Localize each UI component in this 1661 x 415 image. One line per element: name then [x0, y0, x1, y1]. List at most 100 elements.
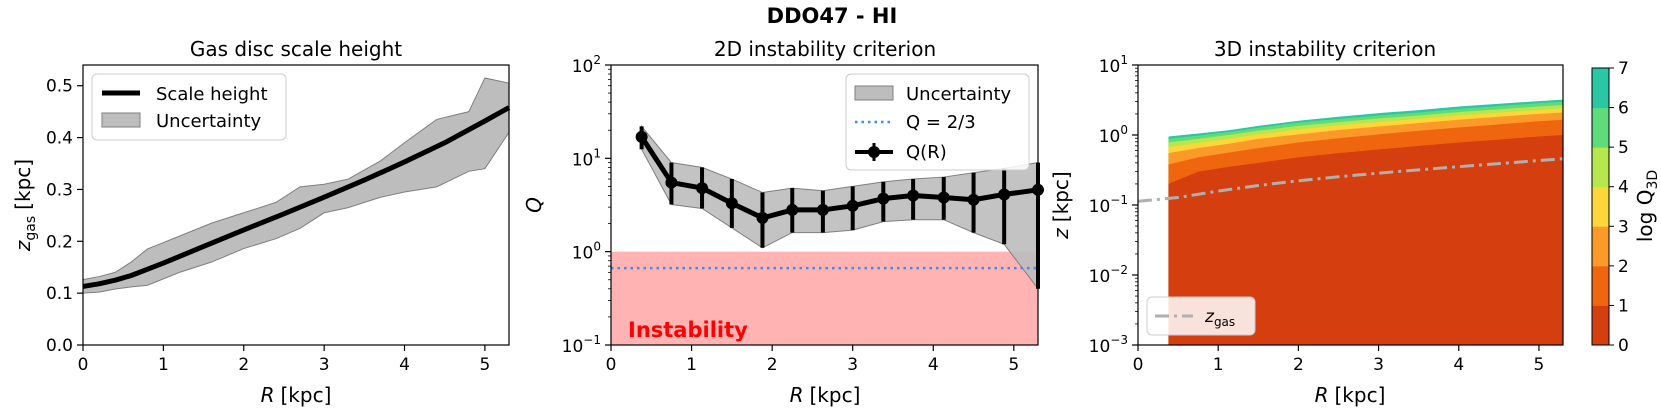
- panel2-legend: Uncertainty Q = 2/3 Q(R): [845, 73, 1030, 171]
- panel2-xtick-label: 0: [606, 355, 617, 375]
- panel3-ytick-base: 10: [1089, 197, 1111, 217]
- panel2-q-point: [907, 189, 920, 202]
- panel1-xlabel: R [kpc]: [261, 383, 332, 407]
- panel2-legend-threshold: Q = 2/3: [906, 112, 976, 133]
- panel2-xtick-label: 5: [1008, 355, 1019, 375]
- panel3-ytick-label: 10−1: [1089, 193, 1128, 217]
- panel3-title: 3D instability criterion: [1214, 37, 1436, 61]
- panel2-q-point: [756, 211, 769, 224]
- panel3-ytick-label: 10−3: [1089, 333, 1128, 357]
- panel1-xtick-label: 2: [238, 355, 249, 375]
- colorbar-tick-label: 5: [1618, 138, 1629, 158]
- panel-3d-instability: 3D instability criterion 0 1 2 3 4 5 10−3 10−2…: [1049, 37, 1661, 407]
- panel1-xtick-label: 4: [399, 355, 410, 375]
- colorbar-tick-label: 3: [1618, 217, 1629, 237]
- panel3-legend-zgas-sub: gas: [1214, 315, 1235, 329]
- panel3-ytick-base: 10: [1099, 127, 1121, 147]
- panel2-q-point: [877, 192, 890, 205]
- panel2-q-point: [665, 176, 678, 189]
- panel3-level-0: [1168, 135, 1563, 345]
- panel3-zgas-line: [1137, 157, 1564, 203]
- panel2-q-point: [635, 130, 648, 143]
- colorbar-tick-label: 0: [1618, 336, 1629, 356]
- panel3-ytick-exp: 0: [1120, 123, 1128, 137]
- panel1-ylabel-unit: [kpc]: [11, 159, 35, 210]
- panel3-ylabel: z [kpc]: [1049, 171, 1073, 239]
- panel2-q-point: [937, 191, 950, 204]
- panel2-ytick-exp: 0: [593, 240, 601, 254]
- panel2-ytick-label: 101: [572, 146, 601, 170]
- colorbar-label-text: log Q: [1633, 190, 1657, 243]
- panel3-x-ticks: 0 1 2 3 4 5: [1133, 345, 1545, 375]
- panel3-xtick-label: 1: [1213, 355, 1224, 375]
- panel2-instability-region: [611, 251, 1038, 345]
- panel3-ytick-label: 100: [1099, 123, 1128, 147]
- colorbar-level-5: [1592, 107, 1609, 148]
- colorbar-level-4: [1592, 147, 1609, 188]
- panel2-xlabel-unit: [kpc]: [810, 383, 861, 407]
- panel1-xtick-label: 0: [78, 355, 89, 375]
- panel1-scale-height-line: [82, 105, 511, 289]
- panel2-q-point: [846, 199, 859, 212]
- panel1-ytick-label: 0.4: [46, 129, 73, 149]
- colorbar-level-2: [1592, 226, 1609, 267]
- colorbar-ticks: 0 1 2 3 4 5 6 7: [1609, 59, 1629, 356]
- panel3-xtick-label: 4: [1453, 355, 1464, 375]
- colorbar-frame: [1591, 67, 1610, 346]
- panel1-ylabel-sub: gas: [23, 216, 39, 241]
- panel2-q-point: [696, 182, 709, 195]
- panel3-xlabel-var: R: [1315, 383, 1329, 407]
- panel1-axes-frame: [82, 64, 510, 346]
- panel2-xtick-label: 2: [767, 355, 778, 375]
- panel3-ytick-base: 10: [1089, 337, 1111, 357]
- panel2-legend-q-swatch-marker: [868, 146, 880, 158]
- panel3-ytick-label: 10−2: [1089, 263, 1128, 287]
- panel1-line-path: [82, 105, 511, 289]
- panel1-xtick-label: 3: [319, 355, 330, 375]
- panel3-legend-zgas-var: z: [1204, 307, 1215, 327]
- panel1-xlabel-var: R: [261, 383, 275, 407]
- colorbar-label: log Q3D: [1633, 170, 1661, 242]
- panel3-xtick-label: 5: [1534, 355, 1545, 375]
- panel2-instability-annotation: Instability: [628, 318, 748, 342]
- colorbar-tick-label: 1: [1618, 296, 1629, 316]
- colorbar-tick-label: 2: [1618, 257, 1629, 277]
- panel2-xtick-label: 3: [847, 355, 858, 375]
- panel2-x-ticks: 0 1 2 3 4 5: [606, 345, 1019, 375]
- colorbar-level-6: [1592, 68, 1609, 109]
- panel2-xlabel: R [kpc]: [790, 383, 861, 407]
- panel2-ytick-base: 10: [562, 337, 584, 357]
- panel2-q-point: [816, 203, 829, 216]
- panel1-title: Gas disc scale height: [190, 37, 402, 61]
- panel3-xtick-label: 0: [1133, 355, 1144, 375]
- panel2-ytick-label: 10−1: [562, 333, 601, 357]
- panel2-legend-uncertainty: Uncertainty: [906, 84, 1012, 105]
- panel3-legend-box: [1146, 296, 1256, 336]
- panel1-y-ticks: 0.0 0.1 0.2 0.3 0.4 0.5: [46, 77, 83, 356]
- colorbar-level-0: [1592, 305, 1609, 346]
- panel2-q-point: [725, 197, 738, 210]
- panel2-q-point: [786, 203, 799, 216]
- colorbar-level-1: [1592, 265, 1609, 306]
- colorbar-tick-label: 6: [1618, 99, 1629, 119]
- colorbar-level-3: [1592, 186, 1609, 227]
- panel3-ytick-exp: −1: [1110, 193, 1128, 207]
- panel2-ylabel: Q: [522, 197, 546, 213]
- panel1-xtick-label: 1: [158, 355, 169, 375]
- colorbar-tick-label: 4: [1618, 178, 1629, 198]
- panel3-xlabel-unit: [kpc]: [1335, 383, 1386, 407]
- colorbar-tick-label: 7: [1618, 59, 1629, 79]
- panel1-ytick-label: 0.0: [46, 336, 73, 356]
- panel2-ytick-exp: −1: [583, 333, 601, 347]
- panel3-legend: zgas: [1146, 296, 1256, 336]
- panel2-ytick-base: 10: [572, 57, 594, 77]
- panel2-title: 2D instability criterion: [714, 37, 936, 61]
- panel1-ytick-label: 0.1: [46, 284, 73, 304]
- panel1-ylabel-var: z: [11, 240, 35, 252]
- panel1-ytick-label: 0.2: [46, 232, 73, 252]
- panel1-ytick-label: 0.3: [46, 180, 73, 200]
- panel1-xlabel-unit: [kpc]: [281, 383, 332, 407]
- panel3-ytick-exp: 1: [1120, 53, 1128, 67]
